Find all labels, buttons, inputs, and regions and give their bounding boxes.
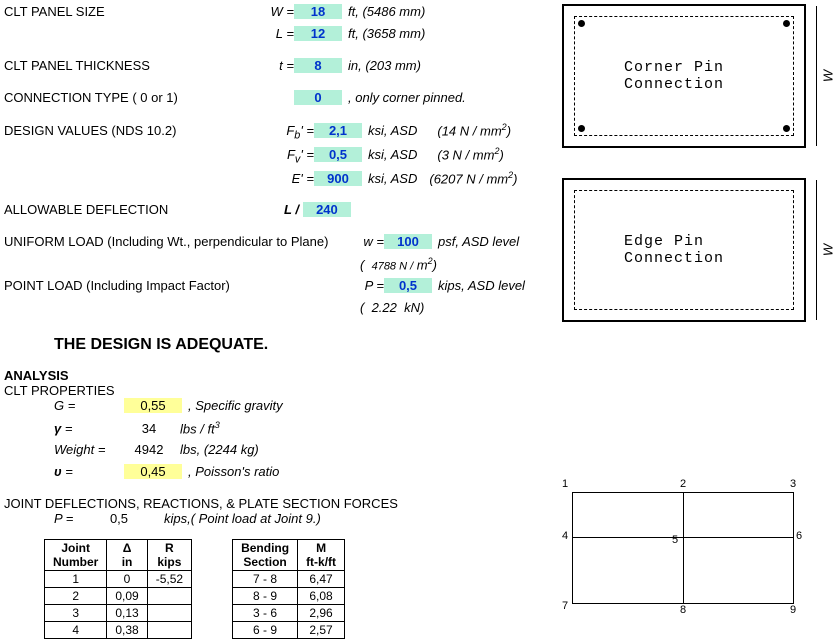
corner-pin-diagram: Corner Pin Connection W bbox=[562, 4, 806, 148]
gamma-symbol: γ = bbox=[54, 421, 124, 436]
weight-value: 4942 bbox=[124, 442, 174, 457]
uniform-load-label: UNIFORM LOAD (Including Wt., perpendicul… bbox=[4, 234, 344, 249]
W-dim-label-2: W bbox=[820, 244, 835, 256]
table-row: 10-5,52 bbox=[45, 570, 192, 587]
col-joint: JointNumber bbox=[45, 539, 107, 570]
table-row: 20,09 bbox=[45, 587, 192, 604]
deflection-L: L / bbox=[284, 202, 299, 217]
P-symbol: P = bbox=[344, 278, 384, 293]
col-section: BendingSection bbox=[233, 539, 298, 570]
clt-properties-heading: CLT PROPERTIES bbox=[4, 383, 544, 398]
table-row: 40,38 bbox=[45, 621, 192, 638]
E-symbol: E' = bbox=[254, 171, 314, 186]
t-value[interactable]: 8 bbox=[294, 58, 342, 73]
Fv-symbol: Fv' = bbox=[254, 147, 314, 166]
Fb-symbol: Fb' = bbox=[254, 123, 314, 142]
w-value[interactable]: 100 bbox=[384, 234, 432, 249]
Fb-metric: (14 N / mm2) bbox=[437, 122, 511, 138]
design-values-label: DESIGN VALUES (NDS 10.2) bbox=[4, 123, 254, 138]
gamma-unit: lbs / ft3 bbox=[180, 420, 220, 436]
bending-table: BendingSection Mft-k/ft 7 - 86,47 8 - 96… bbox=[232, 539, 345, 639]
joint-P-symbol: P = bbox=[54, 511, 94, 526]
w-metric: ( 4788 N / m2) bbox=[360, 256, 437, 272]
Fv-unit: ksi, ASD bbox=[368, 147, 417, 162]
W-symbol: W = bbox=[254, 4, 294, 19]
point-load-label: POINT LOAD (Including Impact Factor) bbox=[4, 278, 344, 293]
L-unit: ft, (3658 mm) bbox=[348, 26, 425, 41]
E-value[interactable]: 900 bbox=[314, 171, 362, 186]
Fb-value[interactable]: 2,1 bbox=[314, 123, 362, 138]
nu-symbol: υ = bbox=[54, 464, 124, 479]
table-row: 8 - 96,08 bbox=[233, 587, 345, 604]
joint-heading: JOINT DEFLECTIONS, REACTIONS, & PLATE SE… bbox=[4, 496, 544, 511]
gamma-value: 34 bbox=[124, 421, 174, 436]
conn-type-value[interactable]: 0 bbox=[294, 90, 342, 105]
w-unit: psf, ASD level bbox=[438, 234, 519, 249]
joint-layout-diagram: 1 2 3 4 5 6 7 8 9 bbox=[572, 492, 812, 604]
P-value[interactable]: 0,5 bbox=[384, 278, 432, 293]
W-unit: ft, (5486 mm) bbox=[348, 4, 425, 19]
table-row: 6 - 92,57 bbox=[233, 621, 345, 638]
t-symbol: t = bbox=[234, 58, 294, 73]
deflection-value[interactable]: 240 bbox=[303, 202, 351, 217]
table-row: 7 - 86,47 bbox=[233, 570, 345, 587]
edge-pin-diagram: Edge Pin Connection W bbox=[562, 178, 806, 322]
W-value[interactable]: 18 bbox=[294, 4, 342, 19]
nu-value: 0,45 bbox=[124, 464, 182, 479]
thickness-label: CLT PANEL THICKNESS bbox=[4, 58, 234, 73]
P-unit: kips, ASD level bbox=[438, 278, 525, 293]
col-R: Rkips bbox=[147, 539, 191, 570]
panel-size-label: CLT PANEL SIZE bbox=[4, 4, 254, 19]
G-symbol: G = bbox=[54, 398, 124, 413]
E-unit: ksi, ASD bbox=[368, 171, 417, 186]
conn-type-note: , only corner pinned. bbox=[348, 90, 466, 105]
nu-note: , Poisson's ratio bbox=[188, 464, 279, 479]
P-metric: ( 2.22 kN) bbox=[360, 300, 424, 315]
L-symbol: L = bbox=[254, 26, 294, 41]
E-metric: (6207 N / mm2) bbox=[429, 170, 517, 186]
Fb-unit: ksi, ASD bbox=[368, 123, 417, 138]
result-message: THE DESIGN IS ADEQUATE. bbox=[54, 336, 544, 354]
G-value: 0,55 bbox=[124, 398, 182, 413]
w-symbol: w = bbox=[344, 234, 384, 249]
corner-pin-label: Corner Pin Connection bbox=[624, 59, 744, 93]
W-dim-label: W bbox=[820, 70, 835, 82]
Fv-metric: (3 N / mm2) bbox=[437, 146, 503, 162]
joint-P-value: 0,5 bbox=[94, 511, 144, 526]
joint-P-unit: kips,( Point load at Joint 9.) bbox=[164, 511, 321, 526]
table-row: 30,13 bbox=[45, 604, 192, 621]
col-M: Mft-k/ft bbox=[298, 539, 345, 570]
Fv-value[interactable]: 0,5 bbox=[314, 147, 362, 162]
t-unit: in, (203 mm) bbox=[348, 58, 421, 73]
edge-pin-label: Edge Pin Connection bbox=[624, 233, 744, 267]
col-delta: Δin bbox=[107, 539, 147, 570]
weight-symbol: Weight = bbox=[54, 442, 124, 457]
conn-type-label: CONNECTION TYPE ( 0 or 1) bbox=[4, 90, 294, 105]
analysis-heading: ANALYSIS bbox=[4, 368, 544, 383]
table-row: 3 - 62,96 bbox=[233, 604, 345, 621]
weight-unit: lbs, (2244 kg) bbox=[180, 442, 259, 457]
deflection-label: ALLOWABLE DEFLECTION bbox=[4, 202, 284, 217]
L-value[interactable]: 12 bbox=[294, 26, 342, 41]
G-note: , Specific gravity bbox=[188, 398, 283, 413]
deflection-table: JointNumber Δin Rkips 10-5,52 20,09 30,1… bbox=[44, 539, 192, 639]
